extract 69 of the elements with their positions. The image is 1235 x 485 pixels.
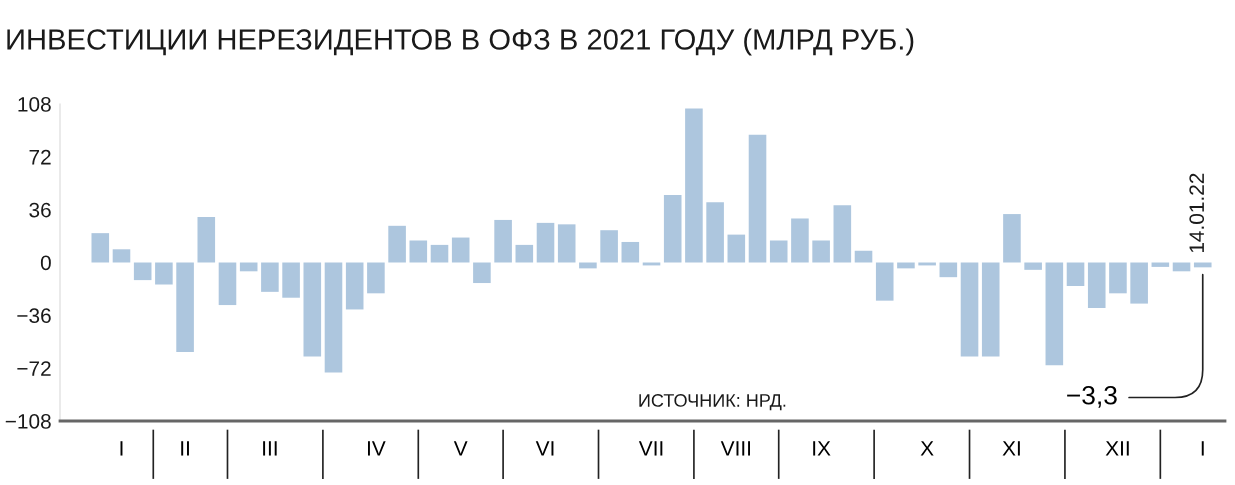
bar (345, 262, 364, 310)
chart-title: ИНВЕСТИЦИИ НЕРЕЗИДЕНТОВ В ОФЗ В 2021 ГОДУ (МЛРД РУБ.) (7, 28, 914, 56)
bar (769, 240, 788, 263)
x-tick-label: VIII (720, 441, 751, 456)
bar (663, 194, 682, 263)
bar (727, 234, 746, 263)
y-tick-label: 0 (40, 255, 51, 271)
x-tick-label: XI (1002, 441, 1020, 456)
x-tick-label: IX (813, 441, 831, 456)
bar (494, 219, 512, 263)
x-tick-label: VII (638, 441, 663, 456)
annotation: −3,3 (1067, 385, 1117, 408)
bar (112, 249, 131, 263)
bar (197, 217, 216, 263)
bar (515, 244, 534, 263)
bar (176, 262, 194, 353)
bar (1024, 262, 1042, 270)
bar (1045, 262, 1064, 366)
bar (324, 262, 343, 373)
bar (1087, 262, 1106, 308)
bar (621, 241, 640, 263)
bar (367, 262, 385, 294)
bar (706, 202, 724, 263)
bar (91, 233, 110, 263)
bar (473, 262, 491, 284)
bar (1130, 262, 1148, 304)
x-tick-label: I (1201, 441, 1204, 456)
annotation: 14.01.22 (1189, 173, 1205, 253)
bar (875, 262, 894, 301)
bar (1066, 262, 1085, 286)
y-tick-label: −72 (17, 361, 51, 376)
bar (155, 262, 173, 285)
bar (536, 222, 555, 263)
bar (1003, 214, 1021, 263)
y-tick-label: 36 (29, 202, 51, 218)
x-tick-label: XII (1105, 441, 1129, 456)
bar (557, 224, 576, 263)
y-tick-label: −108 (5, 414, 51, 429)
x-tick-label: II (181, 441, 189, 456)
bar (218, 262, 237, 306)
annotation: ИСТОЧНИК: НРД. (639, 394, 786, 411)
bar (685, 108, 703, 263)
bar (748, 134, 767, 263)
bar (854, 250, 873, 263)
bar (430, 244, 449, 263)
bar (812, 240, 830, 263)
bar (451, 237, 470, 263)
x-tick-label: X (920, 441, 934, 456)
y-tick-label: 108 (18, 97, 51, 112)
bar (981, 262, 1000, 357)
x-tick-label: III (263, 441, 277, 456)
x-tick-label: V (453, 441, 468, 456)
bar (409, 240, 428, 263)
x-tick-label: IV (367, 441, 386, 456)
x-tick-label: I (120, 441, 123, 456)
bar (791, 218, 809, 263)
bar (833, 205, 852, 263)
x-tick-label: VI (535, 441, 554, 456)
bar (1109, 262, 1127, 294)
y-tick-label: −36 (17, 308, 51, 324)
bar (303, 262, 322, 357)
bar (388, 225, 406, 263)
bar (960, 262, 979, 357)
y-tick-label: 72 (29, 149, 51, 165)
bar (133, 262, 152, 281)
bar (261, 262, 279, 292)
bar (939, 262, 958, 278)
bar (600, 230, 618, 263)
bar (282, 262, 300, 298)
